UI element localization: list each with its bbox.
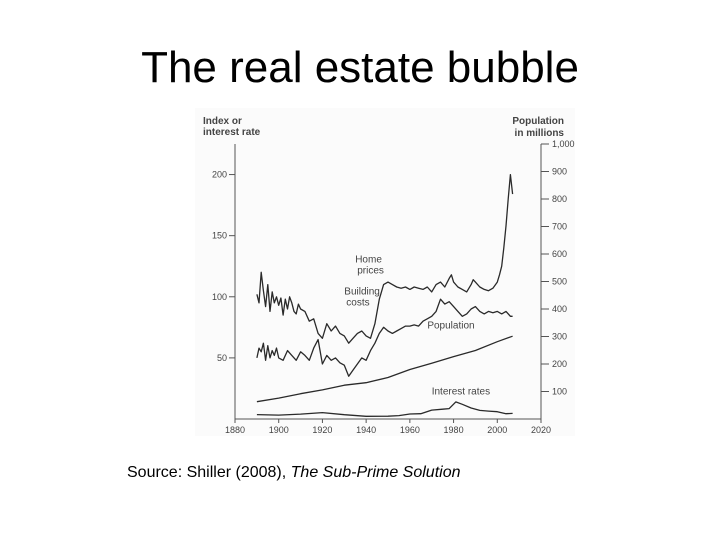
right-tick-label: 400 (552, 304, 567, 314)
right-tick-label: 700 (552, 222, 567, 232)
source-caption: Source: Shiller (2008), The Sub-Prime So… (127, 463, 687, 483)
building-costs-series-label-line2: costs (346, 297, 369, 308)
slide-title: The real estate bubble (141, 43, 579, 92)
plot-layer: 1880 1900 1920 1940 1960 1980 2000 2020 50 100 150… (212, 139, 575, 435)
home-prices-series-line (256, 173, 514, 344)
left-tick-label: 50 (217, 353, 227, 363)
right-axis-label-line1: Population (512, 116, 564, 127)
x-tick-label: 1900 (269, 425, 289, 435)
x-tick-label: 1940 (356, 425, 376, 435)
population-series-label: Population (427, 320, 474, 331)
left-axis-label-line1: Index or (203, 116, 242, 127)
home-prices-series-label: Home (355, 255, 382, 266)
population-series-line (256, 335, 513, 403)
chart-svg: Index or interest rate Population in mil… (203, 116, 575, 435)
building-costs-series-line (256, 298, 513, 377)
x-tick-label: 1960 (400, 425, 420, 435)
caption-book-title: The Sub-Prime Solution (290, 464, 461, 481)
home-prices-series-label-line2: prices (357, 266, 384, 277)
caption-prefix: Source: Shiller (2008), (127, 464, 291, 481)
x-tick-label: 2020 (531, 425, 551, 435)
x-tick-label: 1880 (225, 425, 245, 435)
interest-rates-series-label: Interest rates (432, 387, 490, 398)
right-tick-label: 500 (552, 277, 567, 287)
x-tick-label: 1980 (444, 425, 464, 435)
left-tick-label: 200 (212, 170, 227, 180)
left-tick-label: 100 (212, 292, 227, 302)
right-tick-label: 1,000 (552, 139, 575, 149)
right-tick-label: 300 (552, 332, 567, 342)
right-axis-label-line2: in millions (515, 128, 565, 139)
x-tick-label: 2000 (487, 425, 507, 435)
left-tick-label: 150 (212, 231, 227, 241)
right-tick-label: 800 (552, 194, 567, 204)
right-tick-label: 200 (552, 359, 567, 369)
left-axis-label-line2: interest rate (203, 127, 261, 138)
right-tick-label: 600 (552, 249, 567, 259)
interest-rates-series-line (256, 401, 513, 417)
x-tick-label: 1920 (312, 425, 332, 435)
right-tick-label: 100 (552, 387, 567, 397)
chart-figure: Index or interest rate Population in mil… (195, 108, 575, 436)
building-costs-series-label: Building (344, 286, 380, 297)
right-tick-label: 900 (552, 167, 567, 177)
